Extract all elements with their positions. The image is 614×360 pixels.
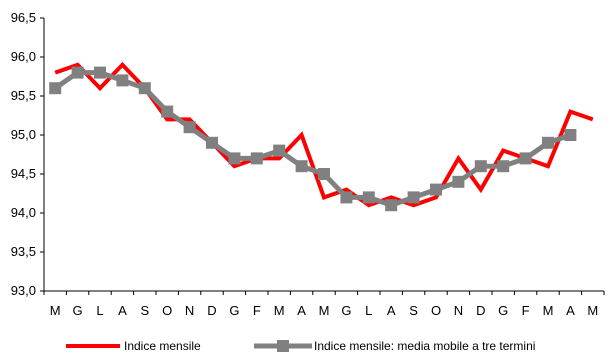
data-point-marker: [49, 82, 62, 95]
data-point-marker: [474, 160, 487, 173]
data-point-marker: [497, 160, 510, 173]
data-point-marker: [228, 152, 241, 165]
data-point-marker: [318, 168, 330, 180]
y-tick-label: 94,5: [11, 166, 36, 181]
data-point-marker: [407, 191, 420, 204]
data-point-marker: [116, 74, 129, 87]
x-tick-label: N: [454, 303, 463, 318]
data-point-marker: [362, 191, 375, 204]
data-point-marker: [295, 160, 308, 173]
x-tick-label: S: [409, 303, 418, 318]
series-line-media-mobile: [53, 70, 572, 208]
axes: 93,093,594,094,595,095,596,096,5M G L A S O N D…: [11, 10, 605, 318]
y-tick-label: 93,5: [11, 244, 36, 259]
x-tick-label: N: [185, 303, 194, 318]
legend-label-media-mobile: Indice mensile: media mobile a tre termi…: [314, 339, 535, 353]
y-tick-label: 96,0: [11, 49, 36, 64]
data-point-marker: [250, 152, 263, 165]
data-point-marker: [183, 121, 196, 134]
data-point-marker: [564, 129, 577, 141]
data-point-marker: [430, 183, 442, 196]
y-tick-label: 93,0: [11, 283, 36, 298]
data-point-marker: [161, 105, 174, 118]
y-tick-label: 96,5: [11, 10, 36, 25]
legend-marker-media-mobile: [277, 340, 289, 352]
legend: Indice mensile Indice mensile: media mobi…: [66, 339, 535, 353]
x-tick-label: G: [229, 303, 239, 318]
x-tick-label: A: [566, 303, 575, 318]
x-tick-label: M: [319, 303, 330, 318]
x-tick-label: S: [140, 303, 149, 318]
x-tick-label: A: [118, 303, 127, 318]
x-tick-label: D: [476, 303, 485, 318]
x-tick-label: O: [162, 303, 172, 318]
x-tick-label: O: [431, 303, 441, 318]
x-tick-label: M: [50, 303, 61, 318]
x-tick-label: G: [498, 303, 508, 318]
y-tick-label: 94,0: [11, 205, 36, 220]
x-tick-label: F: [522, 303, 530, 318]
y-tick-label: 95,0: [11, 127, 36, 142]
legend-label-indice-mensile: Indice mensile: [124, 339, 201, 353]
x-tick-label: M: [543, 303, 554, 318]
data-point-marker: [519, 152, 532, 165]
x-tick-label: L: [96, 303, 103, 318]
x-tick-label: A: [387, 303, 396, 318]
x-tick-label: G: [73, 303, 83, 318]
data-point-marker: [94, 66, 106, 79]
x-tick-label: L: [365, 303, 372, 318]
data-point-marker: [452, 175, 465, 188]
data-point-marker: [340, 191, 353, 204]
data-point-marker: [206, 136, 218, 149]
y-tick-label: 95,5: [11, 88, 36, 103]
data-point-marker: [273, 144, 286, 157]
data-point-marker: [385, 199, 398, 212]
data-point-marker: [71, 66, 84, 79]
x-tick-label: G: [341, 303, 351, 318]
data-point-marker: [542, 136, 554, 149]
data-point-marker: [138, 82, 151, 95]
series-layer: [49, 61, 594, 212]
x-tick-label: M: [587, 303, 598, 318]
x-tick-label: D: [207, 303, 216, 318]
x-tick-label: A: [297, 303, 306, 318]
x-tick-label: M: [274, 303, 285, 318]
x-tick-label: F: [253, 303, 261, 318]
